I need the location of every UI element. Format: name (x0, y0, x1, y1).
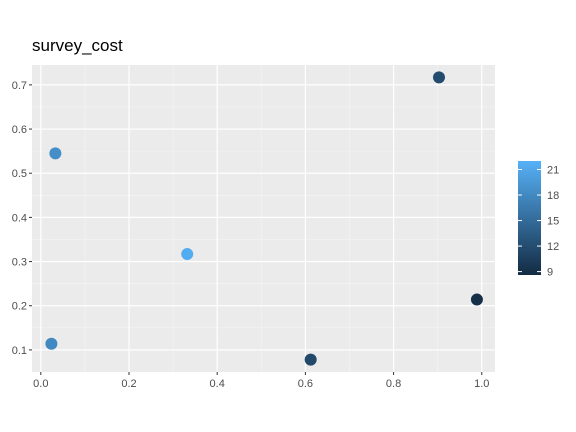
data-points (45, 71, 483, 366)
y-tick-label: 0.3 (12, 257, 27, 269)
y-tick-label: 0.5 (12, 168, 27, 180)
x-tick-label: 1.0 (474, 378, 489, 390)
x-tick-label: 0.6 (298, 378, 313, 390)
data-point (45, 337, 58, 350)
x-tick-label: 0.0 (33, 378, 48, 390)
x-tick-label: 0.4 (210, 378, 225, 390)
x-tick-label: 0.8 (386, 378, 401, 390)
data-point (432, 71, 445, 84)
color-legend: 9 12 15 18 21 (518, 161, 559, 279)
y-axis: 0.1 0.2 0.3 0.4 0.5 0.6 0.7 (12, 80, 32, 357)
colorbar-tick-label: 12 (547, 241, 559, 253)
major-gridlines (32, 65, 495, 372)
chart-title: survey_cost (32, 36, 123, 55)
data-point (470, 293, 483, 306)
y-tick-label: 0.7 (12, 80, 27, 92)
plot-panel (32, 65, 495, 372)
colorbar-tick-label: 15 (547, 216, 559, 228)
x-axis: 0.0 0.2 0.4 0.6 0.8 1.0 (33, 372, 489, 390)
y-tick-label: 0.4 (12, 212, 27, 224)
x-tick-label: 0.2 (121, 378, 136, 390)
data-point (181, 248, 194, 261)
y-tick-label: 0.2 (12, 301, 27, 313)
data-point (304, 353, 317, 366)
colorbar-gradient (518, 161, 541, 275)
minor-gridlines (32, 65, 495, 372)
y-tick-label: 0.6 (12, 124, 27, 136)
y-tick-label: 0.1 (12, 345, 27, 357)
data-point (49, 147, 62, 160)
colorbar-tick-label: 21 (547, 165, 559, 177)
colorbar-tick-label: 18 (547, 190, 559, 202)
colorbar-tick-label: 9 (547, 267, 553, 279)
